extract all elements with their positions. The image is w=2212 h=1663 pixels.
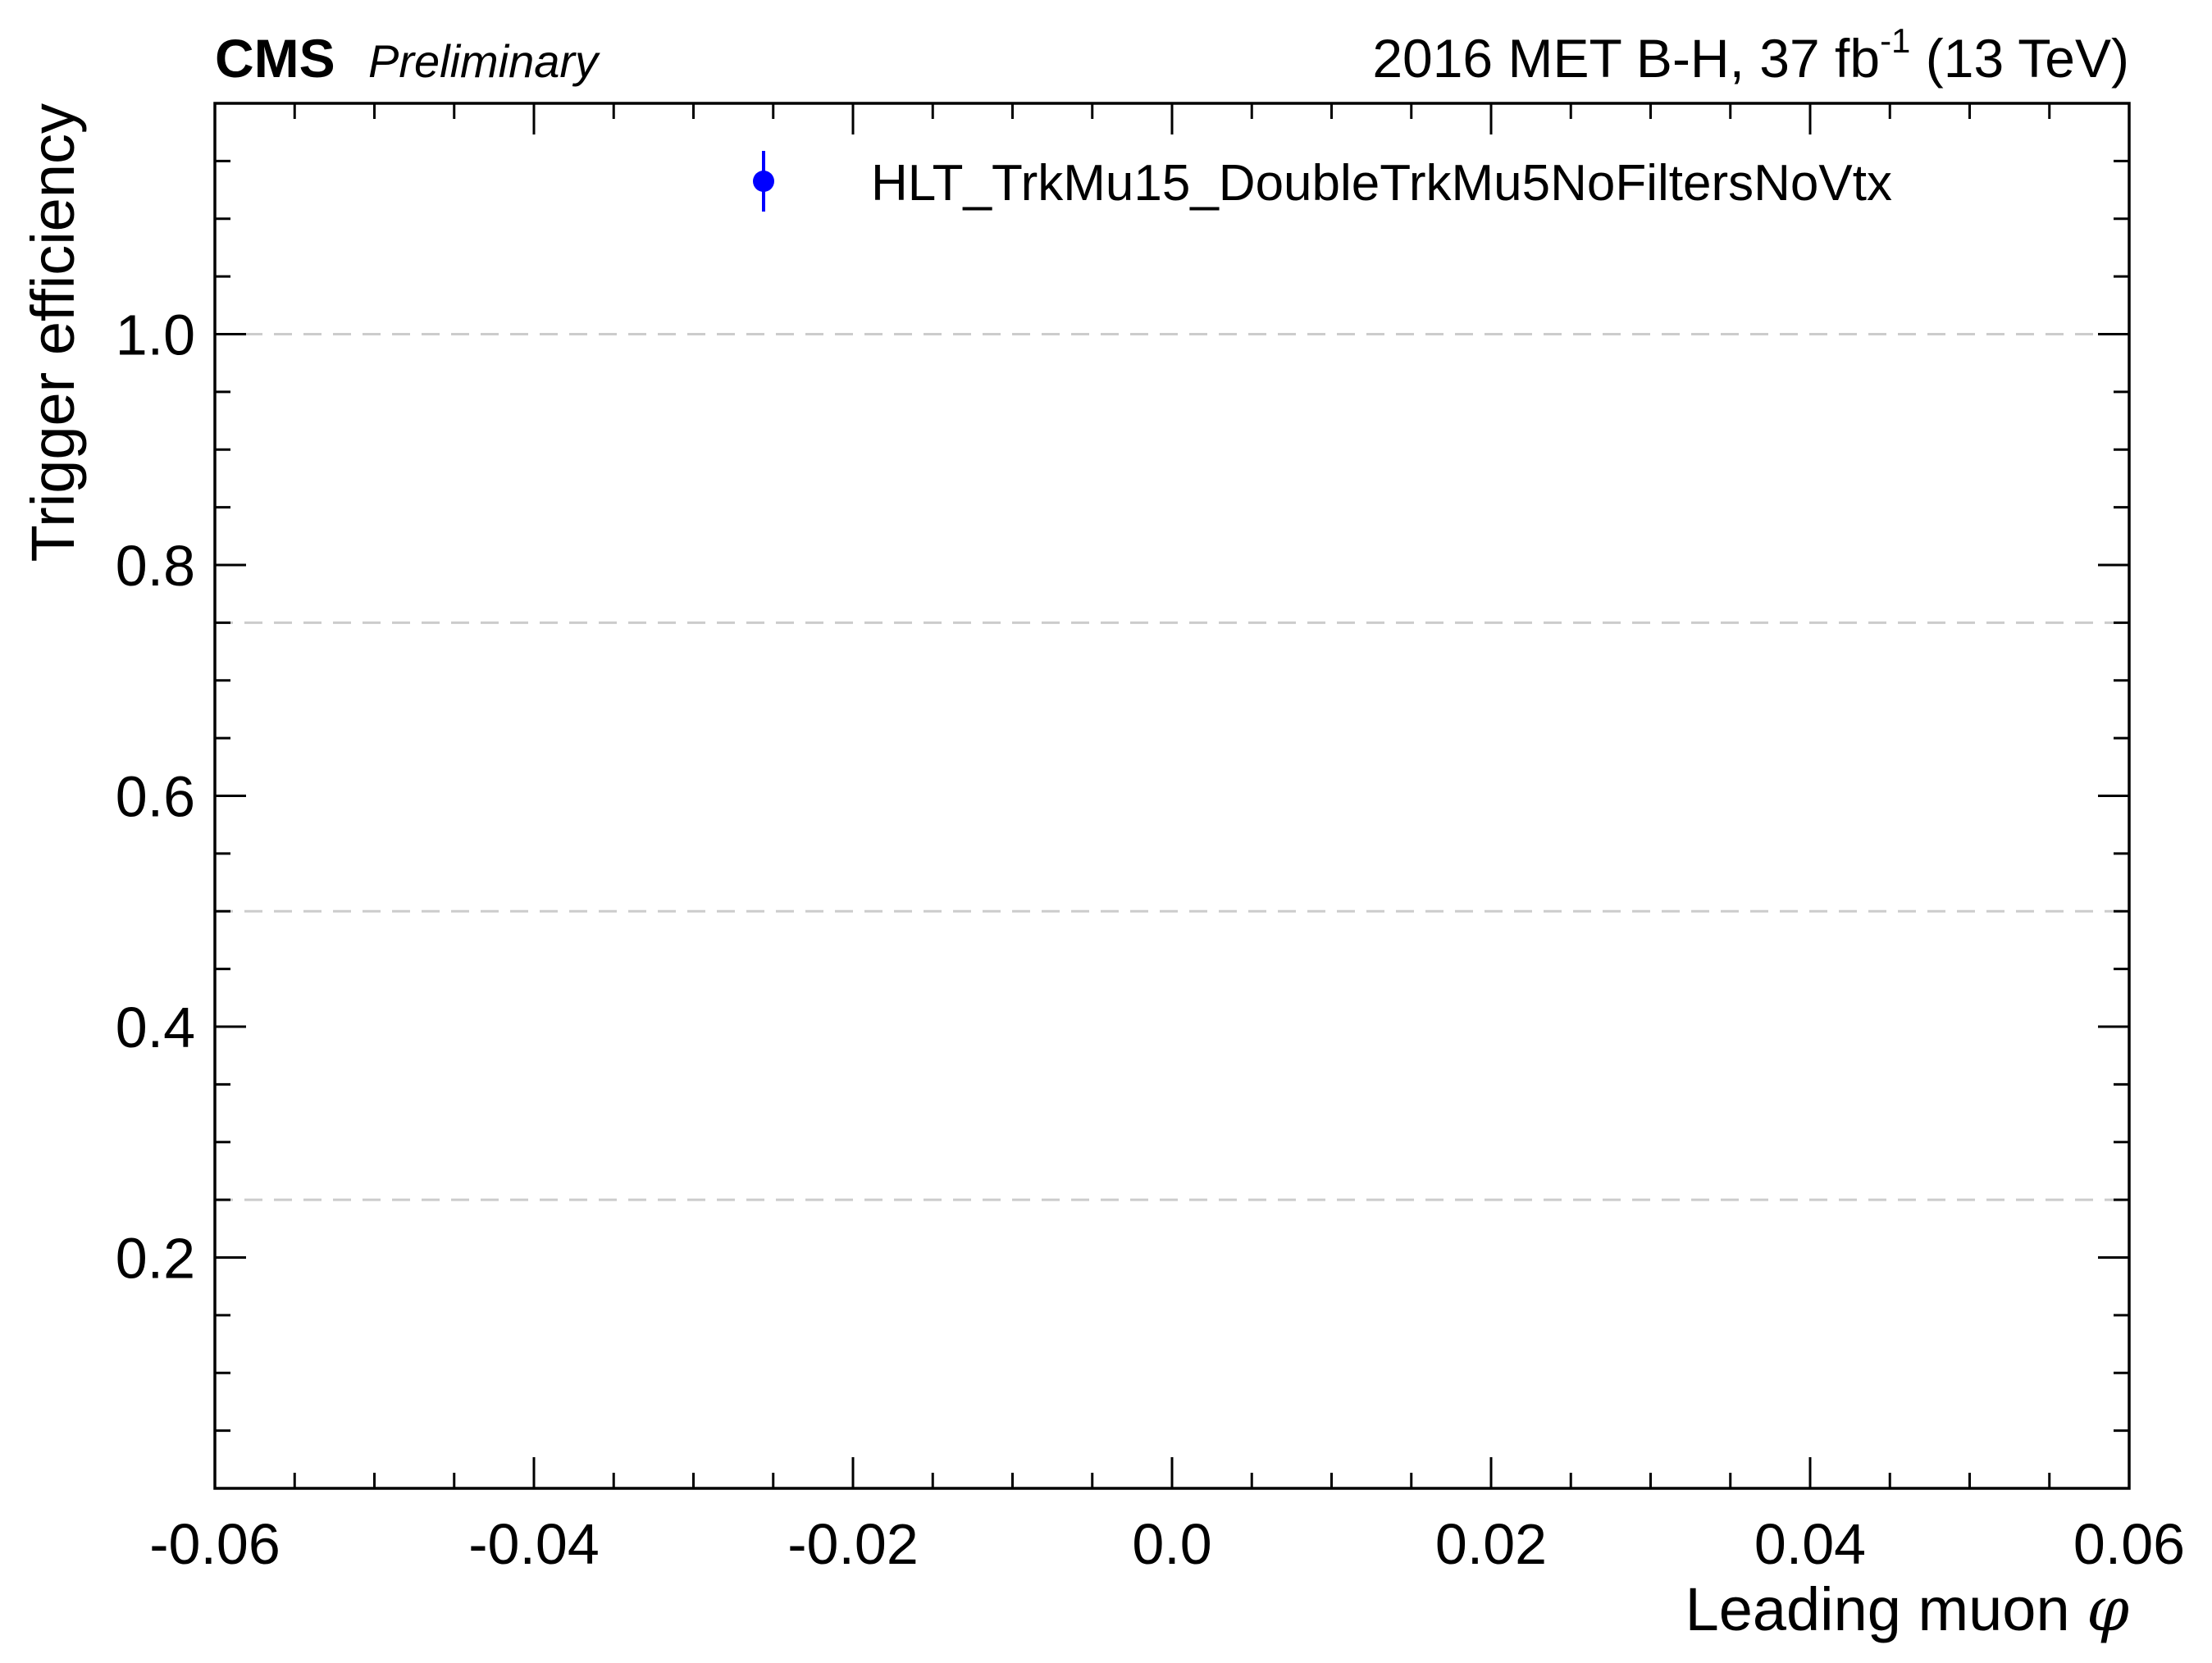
y-tick-label: 0.4 (116, 996, 195, 1059)
x-tick-label: -0.02 (787, 1512, 919, 1576)
x-tick-labels: -0.06 -0.04 -0.02 0.0 0.02 0.04 0.06 (149, 1512, 2185, 1576)
legend-entry-label: HLT_TrkMu15_DoubleTrkMu5NoFiltersNoVtx (871, 155, 1892, 212)
x-tick-label: 0.06 (2073, 1512, 2185, 1576)
axis-ticks (213, 103, 2131, 1488)
preliminary-label: Preliminary (368, 35, 600, 87)
y-axis-title: Trigger efficiency (19, 103, 87, 562)
x-axis-title-symbol: φ (2087, 1574, 2129, 1645)
x-axis-title-text: Leading muon (1685, 1575, 2087, 1643)
x-tick-label: 0.04 (1754, 1512, 1866, 1576)
luminosity-superscript: -1 (1880, 21, 1910, 60)
legend-marker (753, 171, 774, 192)
plot-frame (213, 102, 2131, 1490)
y-tick-labels: 0.2 0.4 0.6 0.8 1.0 (116, 303, 195, 1291)
grid-lines (215, 333, 2129, 1201)
y-tick-label: 0.8 (116, 534, 195, 598)
y-tick-label: 1.0 (116, 303, 195, 367)
luminosity-label: 2016 MET B-H, 37 fb-1 (13 TeV) (1372, 21, 2129, 89)
luminosity-suffix: (13 TeV) (1910, 28, 2129, 89)
x-tick-label: 0.02 (1435, 1512, 1547, 1576)
y-tick-label: 0.6 (116, 765, 195, 829)
x-tick-label: -0.06 (149, 1512, 280, 1576)
x-axis-title: Leading muon φ (1685, 1574, 2130, 1645)
x-tick-label: -0.04 (468, 1512, 600, 1576)
legend: HLT_TrkMu15_DoubleTrkMu5NoFiltersNoVtx (753, 151, 1892, 212)
y-tick-label: 0.2 (116, 1227, 195, 1291)
luminosity-prefix: 2016 MET B-H, 37 fb (1372, 28, 1880, 89)
x-tick-label: 0.0 (1132, 1512, 1211, 1576)
cms-label: CMS (215, 28, 335, 89)
